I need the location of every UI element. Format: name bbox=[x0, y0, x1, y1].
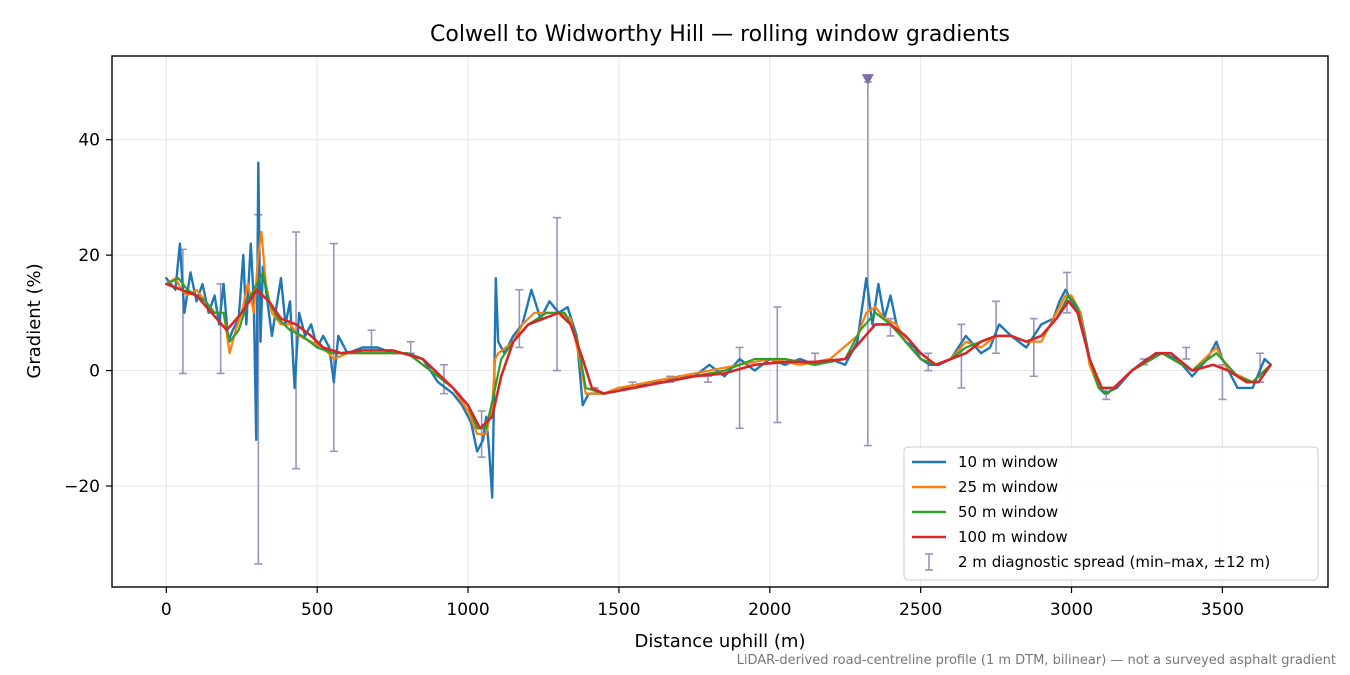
x-tick-label: 3000 bbox=[1050, 600, 1093, 620]
y-axis: −20 0 20 40 bbox=[64, 131, 112, 497]
y-tick-label: 0 bbox=[89, 362, 100, 382]
x-tick-label: 0 bbox=[161, 600, 172, 620]
spread-bar bbox=[329, 242, 338, 453]
y-tick-label: 40 bbox=[78, 131, 100, 151]
spread-bar bbox=[735, 346, 744, 430]
legend-item: 100 m window bbox=[912, 528, 1068, 546]
spread-bar bbox=[216, 283, 225, 375]
spread-bar bbox=[406, 340, 415, 355]
legend-item: 25 m window bbox=[912, 478, 1058, 496]
x-tick-label: 1500 bbox=[597, 600, 640, 620]
legend-label: 50 m window bbox=[958, 503, 1058, 521]
spread-bar bbox=[703, 375, 712, 383]
x-tick-label: 500 bbox=[301, 600, 333, 620]
y-tick-label: −20 bbox=[64, 477, 100, 497]
spread-bar bbox=[992, 300, 1001, 355]
spread-bar bbox=[515, 288, 524, 349]
footnote: LiDAR-derived road-centreline profile (1… bbox=[737, 653, 1336, 668]
series-line-2 bbox=[165, 230, 1272, 436]
series-line-4 bbox=[165, 282, 1272, 430]
overflow-marker-icon bbox=[861, 74, 874, 86]
legend-item: 50 m window bbox=[912, 503, 1058, 521]
spread-bar bbox=[1029, 317, 1038, 378]
spread-bar bbox=[1182, 346, 1191, 360]
spread-bar bbox=[773, 306, 782, 424]
x-tick-label: 2500 bbox=[899, 600, 942, 620]
series-line-1 bbox=[165, 161, 1272, 499]
legend-label: 100 m window bbox=[958, 528, 1068, 546]
legend-box bbox=[903, 446, 1319, 581]
legend: 10 m window 25 m window 50 m window 100 m w… bbox=[903, 446, 1319, 581]
plot-frame bbox=[111, 55, 1329, 588]
series-lines bbox=[165, 161, 1272, 499]
x-axis: 0 500 1000 1500 2000 2500 3000 3500 bbox=[161, 587, 1244, 620]
legend-label: 2 m diagnostic spread (min–max, ±12 m) bbox=[958, 553, 1270, 571]
x-tick-label: 1000 bbox=[446, 600, 489, 620]
legend-item: 10 m window bbox=[912, 453, 1058, 471]
x-tick-label: 2000 bbox=[748, 600, 791, 620]
spread-bar bbox=[863, 81, 872, 447]
legend-label: 10 m window bbox=[958, 453, 1058, 471]
x-axis-label: Distance uphill (m) bbox=[635, 631, 806, 652]
y-axis-label: Gradient (%) bbox=[24, 263, 45, 378]
chart-title: Colwell to Widworthy Hill — rolling wind… bbox=[430, 22, 1010, 47]
spread-bar bbox=[553, 216, 562, 372]
x-tick-label: 3500 bbox=[1201, 600, 1244, 620]
legend-label: 25 m window bbox=[958, 478, 1058, 496]
legend-item: 2 m diagnostic spread (min–max, ±12 m) bbox=[925, 553, 1270, 571]
y-tick-label: 20 bbox=[78, 246, 100, 266]
